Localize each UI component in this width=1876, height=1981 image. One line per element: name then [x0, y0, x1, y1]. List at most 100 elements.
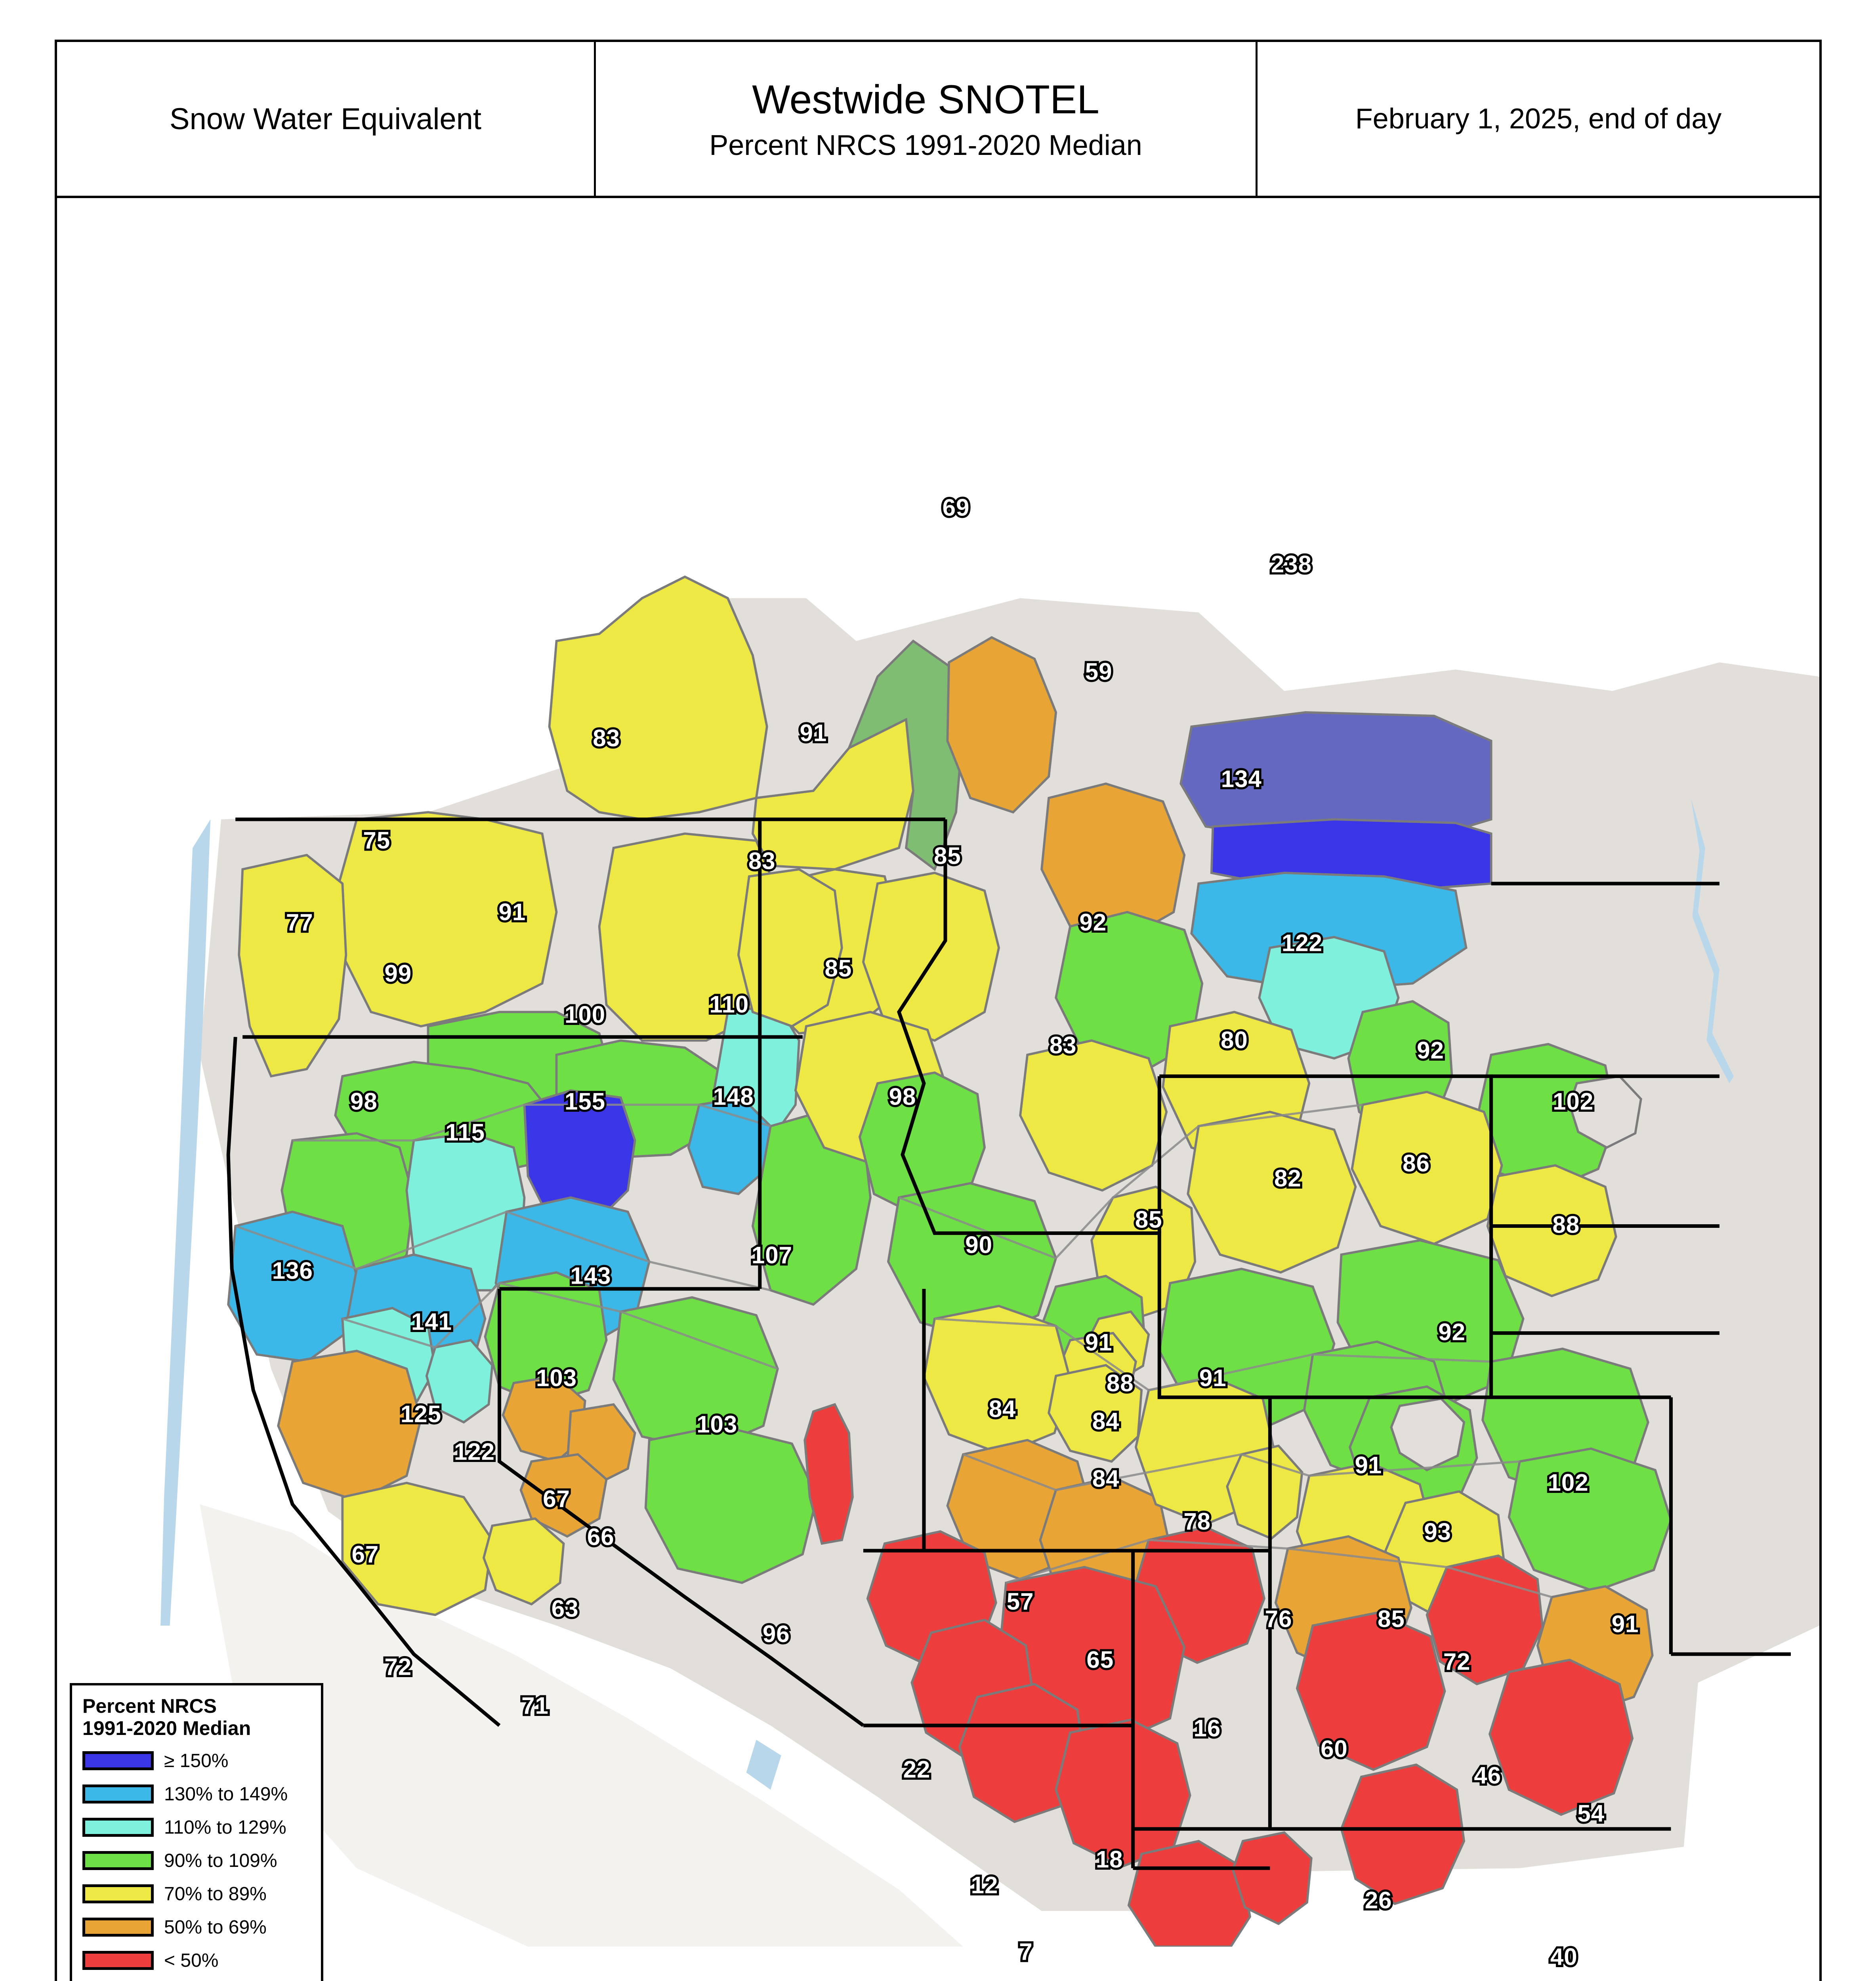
legend-title-line2: 1991-2020 Median [82, 1717, 251, 1739]
map-layers [160, 575, 1819, 1947]
basin-value-label: 40 [1548, 1941, 1579, 1972]
basin-value-label: 12 [969, 1870, 1000, 1901]
basin-155-blue [523, 1089, 636, 1227]
basin-value-label: 93 [1422, 1516, 1453, 1547]
basin-value-label: 102 [1546, 1467, 1590, 1498]
basin-value-label: 110 [707, 989, 751, 1020]
basin-value-label: 99 [382, 958, 414, 989]
map-legend: Percent NRCS 1991-2020 Median ≥ 150% 130%… [70, 1683, 323, 1981]
basin-value-label: 85 [1376, 1603, 1407, 1634]
basin-value-label: 92 [1436, 1317, 1468, 1347]
basin-value-label: 63 [549, 1593, 580, 1624]
basin-value-label: 92 [1415, 1035, 1446, 1066]
legend-item: ≥ 150% [82, 1746, 313, 1775]
basin-value-label: 88 [1550, 1209, 1582, 1240]
map-frame [55, 40, 1822, 1981]
header-date-label: February 1, 2025, end of day [1355, 103, 1722, 135]
basin-122-cyan-ca [425, 1339, 494, 1424]
basin-value-label: 88 [1104, 1368, 1136, 1399]
basin-value-label: 77 [284, 907, 315, 938]
basin-82-wy [1187, 1111, 1357, 1274]
basin-value-label: 107 [749, 1240, 794, 1271]
basin-value-label: 102 [1551, 1086, 1595, 1117]
legend-item: 90% to 109% [82, 1846, 313, 1875]
basin-value-label: 92 [1077, 907, 1109, 938]
basin-value-label: 18 [1094, 1844, 1125, 1875]
basin-value-label: 84 [1090, 1406, 1121, 1437]
basin-83-wa-north [548, 575, 768, 821]
header-date-cell: February 1, 2025, end of day [1258, 42, 1819, 196]
basin-value-label: 83 [746, 845, 777, 876]
legend-item: 50% to 69% [82, 1913, 313, 1941]
basin-88-wy-e [1486, 1164, 1617, 1298]
basin-value-label: 82 [1272, 1163, 1303, 1194]
basin-value-label: 80 [1218, 1025, 1250, 1055]
basin-value-label: 59 [1083, 656, 1114, 687]
basin-value-label: 60 [1319, 1733, 1350, 1764]
basin-76-co-w [1226, 1444, 1303, 1540]
legend-item: 110% to 129% [82, 1813, 313, 1842]
basin-value-label: 72 [1441, 1646, 1472, 1677]
legend-color-swatch [82, 1951, 154, 1970]
basin-value-label: 90 [963, 1229, 994, 1260]
legend-item: 130% to 149% [82, 1780, 313, 1808]
basin-value-label: 85 [932, 840, 963, 871]
legend-item-label: 70% to 89% [164, 1883, 267, 1905]
basin-value-label: 22 [901, 1754, 932, 1785]
legend-item: No basin value [82, 1979, 313, 1981]
basin-value-label: 91 [1083, 1327, 1114, 1358]
basin-84-ut-w [922, 1305, 1072, 1456]
basin-value-label: 238 [1269, 549, 1313, 580]
header-measure-cell: Snow Water Equivalent [57, 42, 596, 196]
basin-85-id-c [862, 872, 1000, 1042]
basin-67-ca-n [277, 1349, 422, 1502]
basin-96-nv-s [644, 1424, 818, 1584]
basin-86-wy-c [1351, 1090, 1503, 1245]
legend-color-swatch [82, 1851, 154, 1870]
basin-value-label: 148 [711, 1081, 756, 1112]
basin-63-sierra [519, 1453, 608, 1538]
water-layer [160, 798, 1734, 1790]
page-title: Westwide SNOTEL [752, 76, 1099, 122]
legend-title-line1: Percent NRCS [82, 1695, 217, 1717]
basin-value-label: 86 [1401, 1148, 1432, 1179]
basin-value-label: 96 [760, 1618, 792, 1649]
basin-value-label: 98 [348, 1086, 379, 1117]
legend-title: Percent NRCS 1991-2020 Median [82, 1695, 313, 1739]
basin-value-label: 134 [1219, 763, 1263, 794]
basin-value-label: 84 [987, 1393, 1018, 1424]
basin-148-ltblue [687, 1096, 772, 1195]
basin-value-label: 85 [823, 953, 854, 984]
basin-value-label: 69 [940, 492, 971, 523]
legend-item: < 50% [82, 1946, 313, 1975]
basin-value-label: 122 [1279, 928, 1324, 958]
basin-value-label: 155 [563, 1086, 607, 1117]
basin-91-co-e [1508, 1447, 1672, 1593]
legend-item-list: ≥ 150% 130% to 149% 110% to 129% 90% to 109… [82, 1746, 313, 1981]
basin-polygons [227, 575, 1672, 1947]
basin-value-label: 65 [1084, 1644, 1116, 1675]
basin-grey-co-hole [1390, 1397, 1466, 1471]
basin-40-nm-e [1488, 1658, 1634, 1816]
header-title-cell: Westwide SNOTEL Percent NRCS 1991-2020 M… [596, 42, 1258, 196]
legend-item-label: 50% to 69% [164, 1916, 267, 1938]
basin-136-blue [227, 1210, 358, 1363]
basin-red-nv [803, 1403, 854, 1545]
map-canvas: 91 69 238 83 59 75 83 85 134 77 91 92 122 99 85 100 110 8… [57, 200, 1819, 1981]
basin-value-label: 103 [695, 1409, 739, 1440]
basin-red-small-2 [1231, 1831, 1313, 1926]
basin-choropleth [160, 575, 1819, 1947]
basin-value-label: 122 [452, 1436, 496, 1467]
legend-color-swatch [82, 1818, 154, 1837]
basin-69-mt-nw [946, 636, 1057, 814]
header-measure-label: Snow Water Equivalent [169, 102, 482, 136]
basin-value-label: 57 [1004, 1586, 1036, 1617]
map-header: Snow Water Equivalent Westwide SNOTEL Pe… [55, 40, 1822, 198]
basin-value-label: 125 [398, 1399, 443, 1429]
basin-value-label: 75 [361, 825, 392, 856]
legend-item-label: 110% to 129% [164, 1817, 286, 1838]
basin-15-az-s [1055, 1718, 1191, 1868]
basin-value-label: 76 [1263, 1603, 1294, 1634]
basin-71-ca-se [482, 1517, 565, 1606]
